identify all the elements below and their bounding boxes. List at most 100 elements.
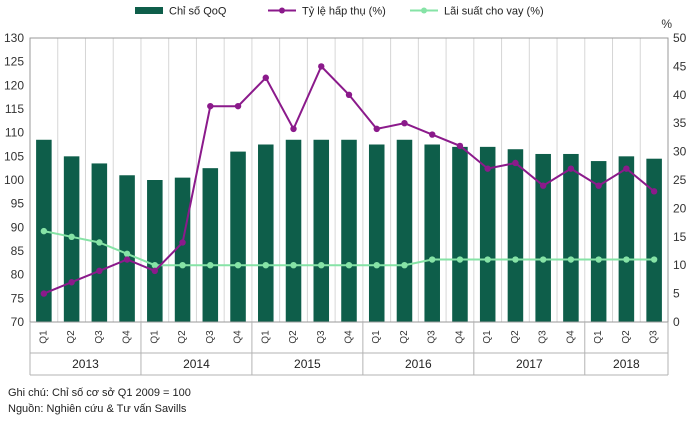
point-rate: [318, 262, 325, 269]
point-rate: [123, 250, 131, 258]
point-absorption: [345, 91, 353, 99]
quarter-tick: Q4: [565, 330, 576, 344]
left-axis-tick: 130: [4, 31, 24, 45]
left-axis-tick: 105: [4, 149, 24, 163]
point-rate: [429, 256, 436, 263]
quarter-tick: Q2: [66, 330, 77, 344]
bar-index: [424, 144, 440, 322]
point-rate: [345, 262, 353, 269]
point-absorption: [68, 279, 75, 286]
left-axis-tick: 100: [4, 173, 24, 187]
legend-label-absorption: Tỷ lệ hấp thụ (%): [302, 6, 386, 18]
left-axis-tick: 90: [11, 220, 25, 234]
point-absorption: [401, 120, 408, 127]
quarter-tick: Q4: [344, 330, 355, 344]
left-axis-tick: 80: [11, 268, 25, 282]
year-label: 2018: [613, 357, 640, 371]
right-axis-tick: 5: [673, 287, 680, 301]
point-rate: [401, 262, 408, 269]
point-rate: [96, 239, 103, 246]
quarter-tick: Q4: [122, 330, 133, 344]
point-absorption: [512, 159, 519, 167]
plot-frame: [29, 37, 669, 323]
point-rate: [151, 262, 159, 269]
quarter-tick: Q3: [205, 330, 216, 344]
year-label: 2017: [516, 357, 543, 371]
point-rate: [484, 256, 491, 263]
bar-index: [535, 153, 551, 322]
year-label: 2013: [72, 357, 99, 371]
left-axis-tick: 120: [4, 78, 24, 92]
point-rate: [456, 256, 464, 263]
quarter-tick: Q1: [482, 330, 493, 344]
right-axis-tick: 25: [673, 173, 687, 187]
point-absorption: [151, 267, 159, 275]
legend-label-index: Chỉ số QoQ: [169, 6, 227, 18]
bar-index: [119, 175, 135, 322]
bar-index: [230, 151, 246, 322]
point-absorption: [123, 256, 131, 263]
legend-marker-absorption: [279, 7, 285, 14]
bar-index: [563, 153, 579, 322]
bar-index: [396, 139, 413, 322]
right-axis-tick: 15: [673, 230, 687, 244]
left-axis-tick: 75: [11, 291, 25, 305]
bar-index: [452, 146, 468, 322]
point-rate: [623, 256, 630, 263]
point-rate: [207, 262, 214, 269]
point-rate: [179, 262, 186, 269]
legend-swatch-index: [135, 7, 163, 14]
point-rate: [373, 262, 380, 269]
right-axis-tick: 40: [673, 88, 687, 102]
year-label: 2015: [294, 357, 321, 371]
quarter-tick: Q3: [94, 330, 105, 344]
point-rate: [40, 227, 48, 235]
bar-index: [368, 144, 385, 322]
point-absorption: [179, 239, 186, 246]
left-axis-tick: 85: [11, 244, 25, 258]
point-rate: [290, 262, 297, 269]
quarter-tick: Q1: [149, 330, 160, 344]
point-absorption: [429, 131, 436, 138]
point-absorption: [623, 165, 630, 172]
point-absorption: [290, 125, 297, 133]
point-rate: [234, 262, 242, 269]
right-axis-tick: 35: [673, 116, 687, 130]
point-absorption: [595, 182, 602, 189]
quarter-tick: Q2: [177, 330, 188, 344]
right-axis-tick: 10: [673, 258, 687, 272]
bar-index: [285, 139, 302, 322]
bar-index: [313, 139, 330, 322]
right-axis-tick: 30: [673, 145, 687, 159]
quarter-tick: Q3: [538, 330, 549, 344]
quarter-tick: Q1: [593, 330, 604, 344]
quarter-tick: Q3: [649, 330, 660, 344]
quarter-tick: Q1: [260, 330, 271, 344]
base-index-note: Ghi chú: Chỉ số cơ sở Q1 2009 = 100: [8, 387, 191, 399]
quarter-tick: Q2: [399, 330, 410, 344]
bar-index: [202, 168, 219, 322]
point-absorption: [650, 188, 658, 195]
point-absorption: [207, 102, 214, 110]
left-axis-tick: 125: [4, 55, 24, 69]
quarter-tick: Q1: [38, 330, 49, 344]
point-absorption: [373, 125, 380, 133]
point-rate: [262, 262, 269, 269]
point-rate: [595, 256, 602, 263]
bar-index: [258, 144, 274, 322]
source-note: Nguồn: Nghiên cứu & Tư vấn Savills: [8, 403, 187, 415]
year-label: 2014: [183, 357, 210, 371]
bar-index: [646, 158, 662, 322]
point-rate: [539, 256, 547, 263]
point-rate: [650, 256, 658, 263]
right-axis-unit: %: [661, 17, 672, 31]
left-axis-tick: 95: [11, 197, 25, 211]
point-absorption: [96, 267, 103, 275]
point-absorption: [567, 165, 575, 172]
point-absorption: [539, 182, 547, 189]
quarter-tick: Q2: [288, 330, 299, 344]
point-absorption: [484, 165, 491, 172]
point-rate: [567, 256, 575, 263]
point-absorption: [318, 63, 325, 70]
